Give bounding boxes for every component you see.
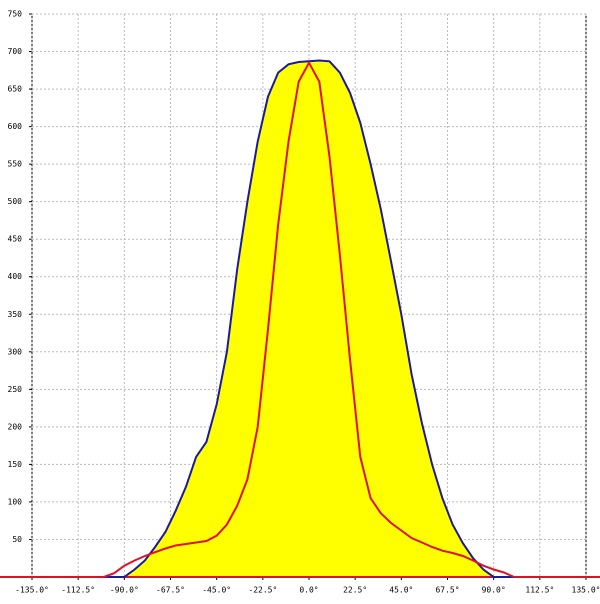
y-tick-label: 350 bbox=[8, 310, 23, 319]
x-tick-label: 0.0° bbox=[299, 586, 318, 595]
y-tick-label: 700 bbox=[8, 47, 23, 56]
y-tick-label: 200 bbox=[8, 422, 23, 431]
y-tick-label: 650 bbox=[8, 85, 23, 94]
x-tick-label: -90.0° bbox=[110, 586, 139, 595]
y-tick-label: 300 bbox=[8, 347, 23, 356]
x-tick-label: 112.5° bbox=[525, 586, 554, 595]
y-tick-label: 150 bbox=[8, 460, 23, 469]
x-tick-label: -135.0° bbox=[15, 586, 49, 595]
y-tick-label: 750 bbox=[8, 10, 23, 19]
y-tick-label: 500 bbox=[8, 197, 23, 206]
x-tick-label: 135.0° bbox=[572, 586, 600, 595]
x-tick-label: 45.0° bbox=[389, 586, 413, 595]
x-tick-label: 22.5° bbox=[343, 586, 367, 595]
x-tick-label: -45.0° bbox=[202, 586, 231, 595]
x-tick-label: -22.5° bbox=[248, 586, 277, 595]
y-tick-label: 50 bbox=[12, 535, 22, 544]
x-tick-label: -112.5° bbox=[61, 586, 95, 595]
x-tick-label: 90.0° bbox=[482, 586, 506, 595]
y-tick-label: 250 bbox=[8, 385, 23, 394]
y-tick-label: 100 bbox=[8, 497, 23, 506]
x-tick-label: -67.5° bbox=[156, 586, 185, 595]
y-tick-label: 600 bbox=[8, 122, 23, 131]
y-tick-label: 450 bbox=[8, 235, 23, 244]
x-tick-label: 67.5° bbox=[435, 586, 459, 595]
y-tick-label: 550 bbox=[8, 160, 23, 169]
y-tick-label: 400 bbox=[8, 272, 23, 281]
line bbox=[103, 60, 515, 578]
area bbox=[103, 60, 515, 577]
